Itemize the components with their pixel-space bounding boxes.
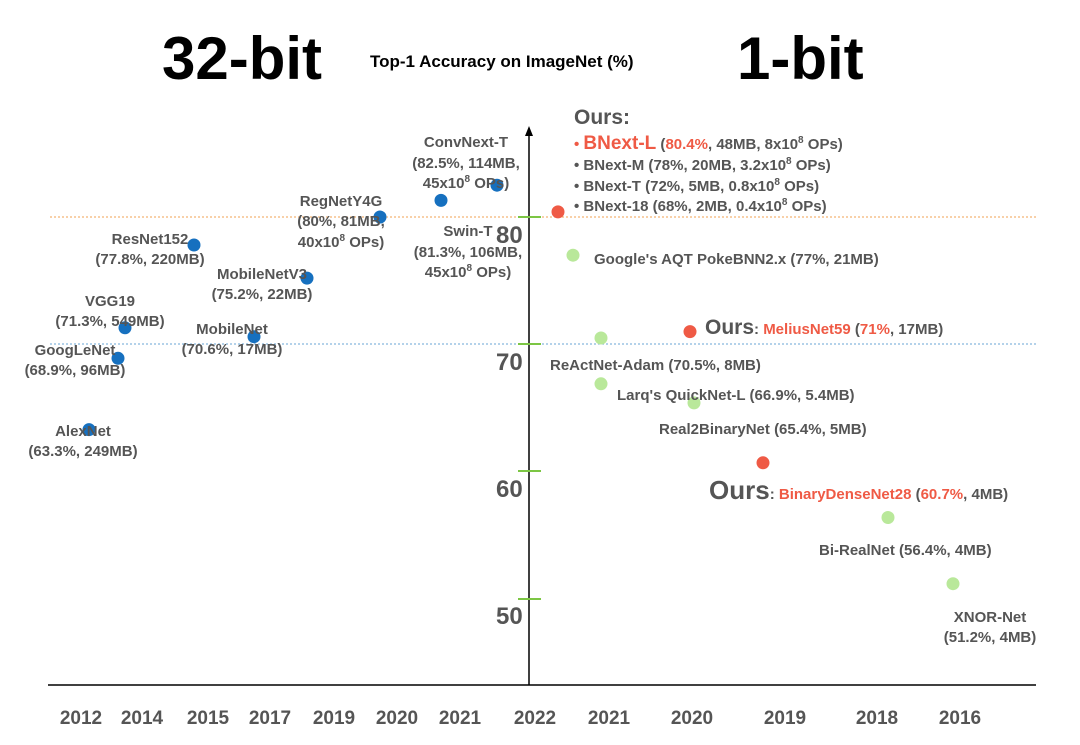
point-regnety4g — [373, 210, 387, 224]
x-tick-label: 2022 — [514, 708, 556, 729]
y-tick-label: 50 — [496, 603, 523, 630]
point-alexnet — [82, 423, 96, 437]
label-reactnet-adam: ReActNet-Adam (70.5%, 8MB) — [550, 357, 761, 374]
series-1bit — [566, 248, 960, 591]
point-bi-realnet — [881, 511, 895, 524]
point-mobilenet — [247, 330, 261, 344]
point-swin-t — [434, 193, 448, 207]
y-tick-label: 80 — [496, 222, 523, 249]
label-vgg19-name: VGG19 — [85, 293, 135, 310]
label-xnor-net-name: XNOR-Net — [954, 609, 1027, 626]
label-bi-realnet: Bi-RealNet (56.4%, 4MB) — [819, 542, 992, 559]
label-resnet152-detail: (77.8%, 220MB) — [95, 251, 204, 268]
label-xnor-net-detail: (51.2%, 4MB) — [944, 629, 1037, 646]
point-reactnet-adam — [594, 331, 608, 345]
series-32bit — [82, 178, 504, 437]
x-tick-label: 2016 — [939, 708, 981, 729]
label-alexnet-detail: (63.3%, 249MB) — [28, 443, 137, 460]
ours-item-bnext-l: • BNext-L (80.4%, 48MB, 8x108 OPs) — [574, 133, 843, 154]
label-swin-t-name: Swin-T — [443, 223, 492, 240]
point-xnor-net — [946, 577, 960, 591]
x-tick-label: 2020 — [671, 708, 713, 729]
label-ours-binarydensenet28: Ours: BinaryDenseNet28 (60.7%, 4MB) — [709, 475, 1008, 505]
label-convnext-t-detail-1: (82.5%, 114MB, — [412, 155, 520, 172]
title-32bit: 32-bit — [162, 25, 322, 92]
x-tick-label: 2018 — [856, 708, 898, 729]
point-convnext-t — [490, 178, 504, 192]
label-convnext-t-name: ConvNext-T — [424, 134, 508, 151]
label-swin-t-detail-2: 45x108 OPs) — [425, 263, 511, 281]
label-real2binarynet: Real2BinaryNet (65.4%, 5MB) — [659, 421, 867, 438]
label-ours-meliusnet59: Ours: MeliusNet59 (71%, 17MB) — [705, 316, 943, 339]
label-mobilenet-name: MobileNet — [196, 321, 268, 338]
ours-box-header: Ours: — [574, 106, 630, 129]
x-tick-label: 2019 — [313, 708, 355, 729]
x-tick-label: 2017 — [249, 708, 291, 729]
ours-item-bnext-t: • BNext-T (72%, 5MB, 0.8x108 OPs) — [574, 177, 819, 195]
label-googlenet-detail: (68.9%, 96MB) — [25, 362, 126, 379]
point-real2binarynet — [687, 396, 701, 410]
label-resnet152-name: ResNet152 — [112, 231, 189, 248]
label-regnety4g-detail-2: 40x108 OPs) — [298, 233, 384, 251]
x-tick-label: 2015 — [187, 708, 230, 729]
label-quicknet-l: Larq's QuickNet-L (66.9%, 5.4MB) — [617, 387, 855, 404]
x-tick-label: 2021 — [439, 708, 482, 729]
x-tick-label: 2019 — [764, 708, 806, 729]
y-tick-label: 60 — [496, 476, 523, 503]
x-tick-label: 2020 — [376, 708, 418, 729]
point-bnext-l — [551, 205, 565, 219]
ours-box-list: • BNext-L (80.4%, 48MB, 8x108 OPs) • BNe… — [574, 133, 843, 215]
point-googlenet — [111, 351, 125, 365]
ours-item-bnext-m: • BNext-M (78%, 20MB, 3.2x108 OPs) — [574, 156, 831, 174]
label-swin-t-detail-1: (81.3%, 106MB, — [414, 244, 522, 261]
label-mobilenet-detail: (70.6%, 17MB) — [182, 341, 283, 358]
y-tick-label: 70 — [496, 349, 523, 376]
label-mobilenetv3-name: MobileNetV3 — [217, 266, 307, 283]
point-resnet152 — [187, 238, 201, 252]
ours-item-bnext-18: • BNext-18 (68%, 2MB, 0.4x108 OPs) — [574, 197, 827, 215]
y-axis-arrowhead — [525, 126, 533, 136]
x-tick-label: 2014 — [121, 708, 164, 729]
point-mobilenetv3 — [300, 271, 314, 285]
point-quicknet-l — [594, 377, 608, 391]
x-tick-label: 2021 — [588, 708, 631, 729]
point-pokebnn — [566, 248, 580, 262]
label-mobilenetv3-detail: (75.2%, 22MB) — [212, 286, 313, 303]
title-1bit: 1-bit — [737, 25, 864, 92]
label-regnety4g-detail-1: (80%, 81MB, — [297, 213, 385, 230]
point-vgg19 — [118, 321, 132, 335]
label-googlenet-name: GoogLeNet — [35, 342, 116, 359]
x-tick-label: 2012 — [60, 708, 102, 729]
chart-title: Top-1 Accuracy on ImageNet (%) — [370, 52, 634, 71]
series-ours — [551, 205, 770, 470]
point-binarydensenet28 — [756, 456, 770, 470]
label-alexnet-name: AlexNet — [55, 423, 111, 440]
point-meliusnet59 — [683, 325, 697, 339]
label-vgg19-detail: (71.3%, 549MB) — [55, 313, 164, 330]
label-pokebnn: Google's AQT PokeBNN2.x (77%, 21MB) — [594, 251, 879, 268]
label-regnety4g-name: RegNetY4G — [300, 193, 383, 210]
label-convnext-t-detail-2: 45x108 OPs) — [423, 174, 509, 192]
